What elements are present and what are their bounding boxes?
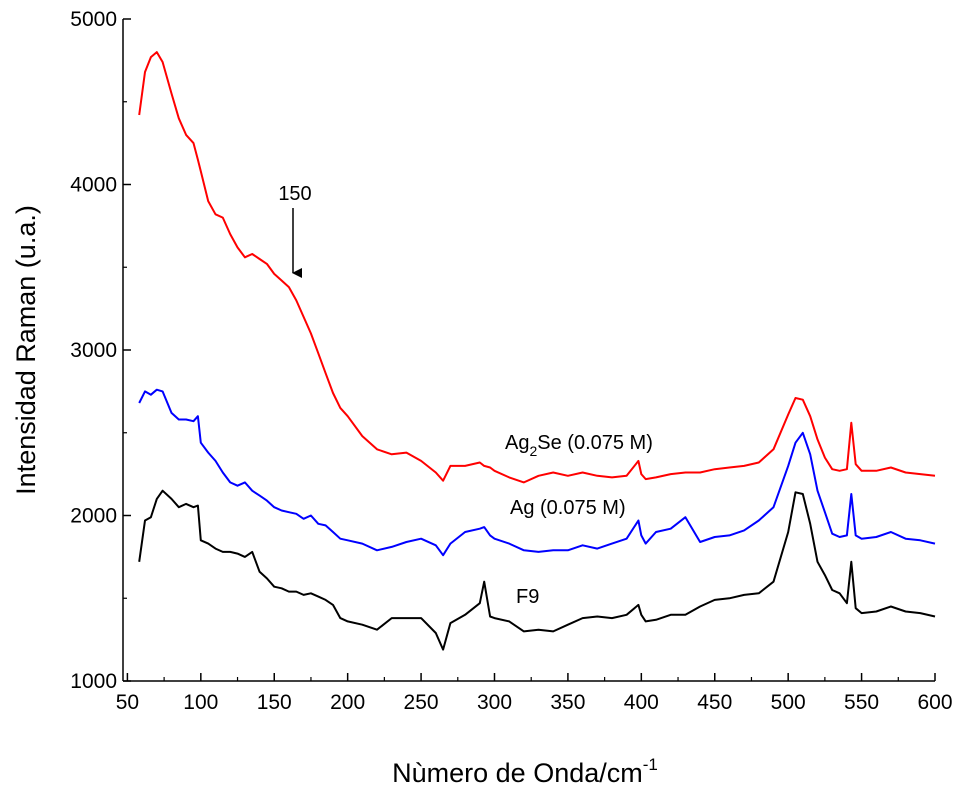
series-line [138, 489, 936, 651]
x-tick-label: 250 [404, 691, 439, 714]
x-tick-label: 550 [844, 691, 879, 714]
annotation-sub: 2 [529, 443, 537, 459]
x-tick-label: 500 [771, 691, 806, 714]
annotation: Ag (0.075 M) [510, 497, 626, 519]
y-tick-label: 5000 [70, 8, 117, 31]
x-axis-label: Nùmero de Onda/cm-1 [392, 755, 658, 788]
x-tick-label: 600 [917, 691, 952, 714]
series-line [138, 388, 936, 557]
y-tick-label: 4000 [70, 174, 117, 197]
x-label-sup: -1 [643, 755, 658, 774]
y-tick-label: 2000 [70, 505, 117, 528]
x-tick-label: 50 [116, 691, 139, 714]
plot-area: 50 100 150 200 250 300 350 400 450 500 550 600 1000 2… [70, 8, 952, 714]
x-tick-label: 200 [330, 691, 365, 714]
series-line [138, 51, 936, 484]
annotation: Ag2Se (0.075 M) [505, 432, 653, 459]
x-tick-label: 150 [257, 691, 292, 714]
x-tick-label: 100 [183, 691, 218, 714]
x-tick-label: 450 [697, 691, 732, 714]
y-axis-label: Intensidad Raman (u.a.) [11, 205, 41, 495]
annotation-part: Ag [505, 432, 529, 454]
x-tick-label: 300 [477, 691, 512, 714]
annotation: F9 [516, 586, 539, 608]
x-label-text: Nùmero de Onda/cm [392, 758, 643, 788]
y-tick-label: 3000 [70, 339, 117, 362]
y-tick-label: 1000 [70, 670, 117, 693]
x-tick-label: 400 [624, 691, 659, 714]
annotation-part: Se (0.075 M) [537, 432, 653, 454]
annotation: 150 [278, 183, 311, 205]
x-tick-label: 350 [550, 691, 585, 714]
